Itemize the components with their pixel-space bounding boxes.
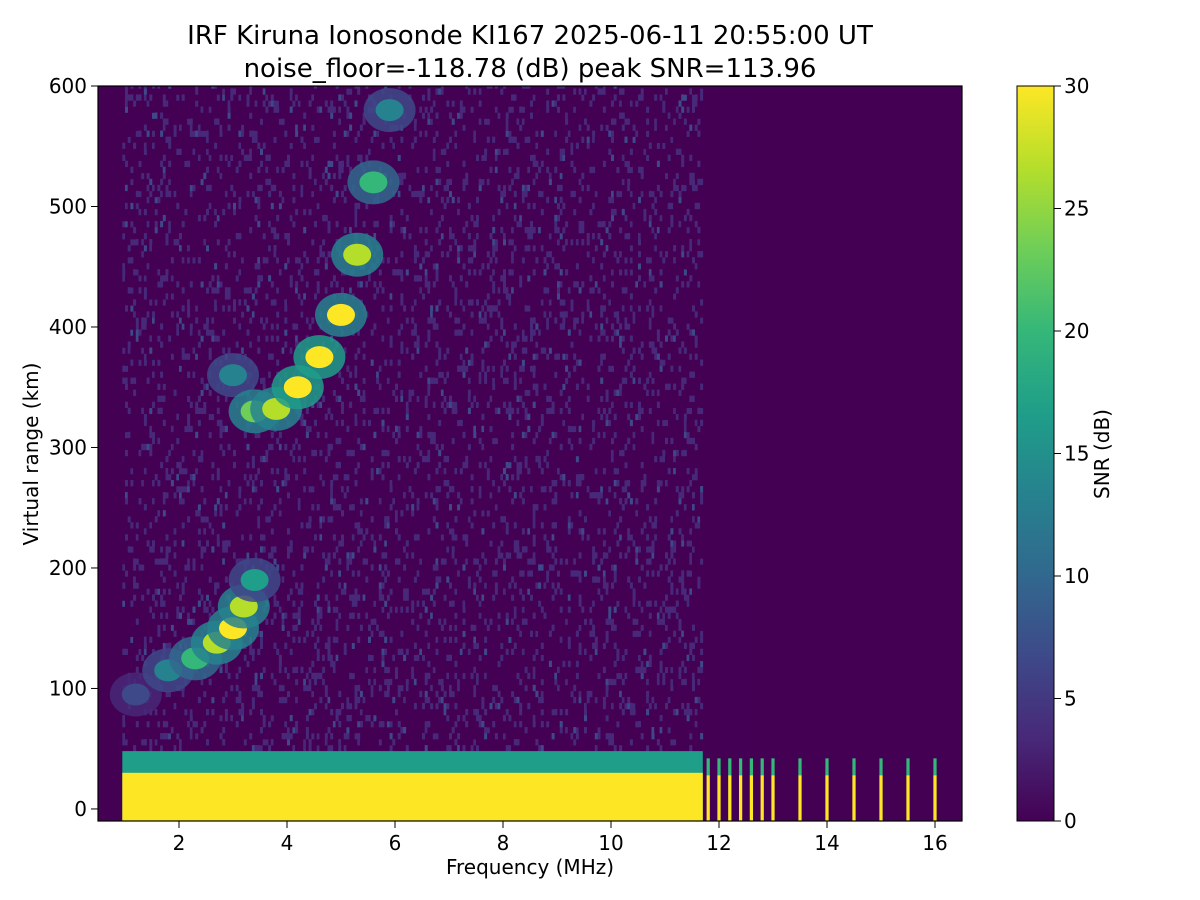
y-tick-label: 600 [49, 74, 87, 98]
colorbar-tick-label: 15 [1064, 442, 1089, 466]
echo-point [219, 364, 247, 387]
colorbar-label: SNR (dB) [1090, 409, 1114, 499]
colorbar-tick-label: 10 [1064, 564, 1089, 588]
discrete-strip-mid-8 [825, 758, 829, 776]
echo-point [305, 346, 334, 369]
colorbar-tick-label: 20 [1064, 319, 1089, 343]
discrete-strip-11 [906, 86, 910, 761]
x-axis: 2 4 6 8 10 12 14 16 [173, 821, 948, 855]
echo-point [240, 569, 269, 592]
discrete-strip-mid-7 [798, 758, 802, 776]
chart-subtitle: noise_floor=-118.78 (dB) peak SNR=113.96 [244, 54, 817, 84]
x-tick-label: 12 [706, 831, 731, 855]
discrete-strip-echo-5 [760, 775, 764, 821]
colorbar-axis: 0 5 10 15 20 25 30 [1054, 74, 1089, 833]
discrete-strip-mid-11 [906, 758, 910, 776]
y-tick-label: 500 [49, 194, 87, 218]
discrete-strip-echo-8 [825, 775, 829, 821]
discrete-strip-mid-2 [728, 758, 732, 776]
colorbar-tick-label: 25 [1064, 197, 1089, 221]
ground-band [122, 772, 703, 821]
discrete-strip-echo-4 [749, 775, 754, 821]
discrete-strip-5 [760, 86, 764, 761]
echo-point [327, 303, 355, 326]
y-axis-label: Virtual range (km) [19, 363, 43, 546]
discrete-strip-4 [749, 86, 754, 761]
heatmap-layer [109, 86, 937, 821]
discrete-strip-2 [728, 86, 732, 761]
colorbar-tick-label: 5 [1064, 687, 1077, 711]
discrete-strip-1 [717, 86, 721, 761]
discrete-strip-mid-4 [749, 758, 754, 776]
discrete-strip-8 [825, 86, 829, 761]
colorbar [1016, 85, 1055, 822]
echo-point [343, 243, 372, 266]
discrete-strip-mid-9 [852, 758, 856, 776]
x-tick-label: 16 [922, 831, 947, 855]
echo-point [283, 376, 312, 399]
discrete-strip-6 [771, 86, 775, 761]
discrete-strip-echo-0 [706, 775, 710, 821]
colorbar-tick-label: 30 [1064, 74, 1089, 98]
plot-frame [97, 85, 963, 822]
discrete-strip-echo-10 [879, 775, 883, 821]
y-tick-label: 200 [49, 556, 87, 580]
discrete-strip-echo-7 [798, 775, 802, 821]
echo-trace-0 [109, 558, 281, 717]
x-tick-label: 6 [389, 831, 402, 855]
discrete-strip-7 [798, 86, 802, 761]
discrete-strip-echo-12 [933, 775, 937, 821]
x-tick-label: 10 [598, 831, 623, 855]
discrete-strip-mid-12 [933, 758, 937, 776]
discrete-strip-echo-6 [771, 775, 775, 821]
y-axis: 0 100 200 300 400 500 600 [49, 74, 98, 821]
discrete-strip-0 [706, 86, 710, 761]
discrete-strip-mid-10 [879, 758, 883, 776]
discrete-strip-3 [738, 86, 743, 761]
discrete-strip-mid-1 [717, 758, 721, 776]
discrete-strip-echo-3 [738, 775, 743, 821]
discrete-strip-mid-6 [771, 758, 775, 776]
discrete-strip-10 [879, 86, 883, 761]
x-tick-label: 2 [173, 831, 186, 855]
discrete-strip-echo-2 [728, 775, 732, 821]
x-axis-label: Frequency (MHz) [446, 855, 614, 879]
chart-title: IRF Kiruna Ionosonde KI167 2025-06-11 20… [187, 21, 873, 51]
echo-point [359, 171, 388, 194]
discrete-strip-12 [933, 86, 937, 761]
x-tick-label: 14 [814, 831, 839, 855]
discrete-strip-mid-0 [706, 758, 710, 776]
x-tick-label: 8 [497, 831, 510, 855]
y-tick-label: 100 [49, 676, 87, 700]
discrete-strip-echo-9 [852, 775, 856, 821]
y-tick-label: 400 [49, 315, 87, 339]
y-tick-label: 0 [74, 797, 87, 821]
y-tick-label: 300 [49, 435, 87, 459]
discrete-strip-mid-5 [760, 758, 764, 776]
echo-trace-1 [207, 88, 416, 434]
discrete-strip-echo-11 [906, 775, 910, 821]
discrete-strip-9 [852, 86, 856, 761]
echo-point [375, 99, 404, 122]
x-tick-label: 4 [281, 831, 294, 855]
echo-point [121, 683, 150, 706]
colorbar-tick-label: 0 [1064, 809, 1077, 833]
discrete-strip-mid-3 [738, 758, 743, 776]
discrete-strip-echo-1 [717, 775, 721, 821]
